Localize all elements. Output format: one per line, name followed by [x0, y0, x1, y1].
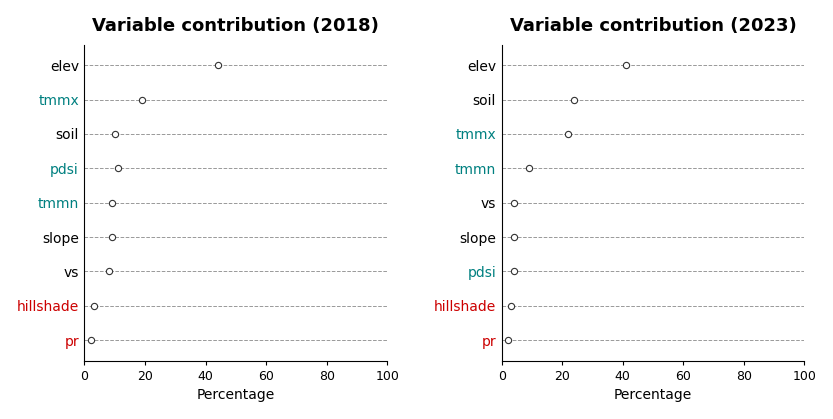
- Title: Variable contribution (2023): Variable contribution (2023): [510, 17, 796, 35]
- X-axis label: Percentage: Percentage: [197, 388, 275, 402]
- X-axis label: Percentage: Percentage: [614, 388, 692, 402]
- Title: Variable contribution (2018): Variable contribution (2018): [92, 17, 379, 35]
